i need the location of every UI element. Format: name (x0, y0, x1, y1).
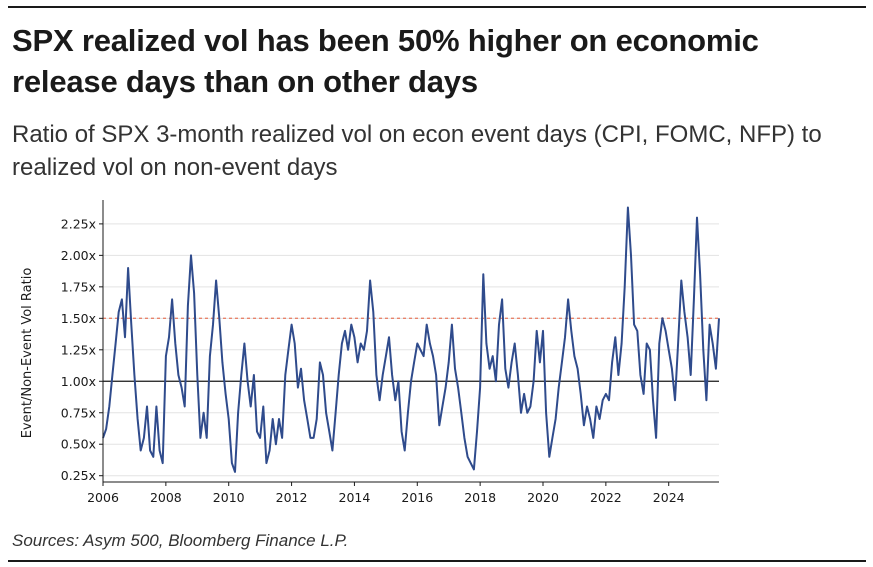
axes (99, 200, 719, 486)
line-chart: 0.25x 0.50x 0.75x 1.00x 1.25x 1.50x 1.75x 2.00x… (20, 200, 720, 505)
y-tick-label: 1.75x (61, 279, 96, 294)
x-tick-label: 2016 (401, 490, 433, 505)
x-tick-label: 2024 (653, 490, 685, 505)
x-tick-label: 2022 (590, 490, 622, 505)
top-rule (8, 6, 866, 8)
series-line-0 (102, 206, 720, 473)
y-tick-label: 0.75x (61, 405, 96, 420)
x-tick-label: 2012 (276, 490, 308, 505)
y-tick-label: 0.25x (61, 468, 96, 483)
y-tick-label: 2.00x (61, 248, 96, 263)
y-tick-label: 1.25x (61, 342, 96, 357)
y-tick-labels: 0.25x 0.50x 0.75x 1.00x 1.25x 1.50x 1.75x 2.00x… (61, 216, 96, 483)
y-tick-label: 2.25x (61, 216, 96, 231)
x-tick-labels: 2006 2008 2010 2012 2014 2016 2018 2020 2022 2024 (87, 490, 685, 505)
x-tick-label: 2010 (213, 490, 245, 505)
x-tick-label: 2014 (339, 490, 371, 505)
chart-subtitle: Ratio of SPX 3-month realized vol on eco… (12, 121, 822, 181)
y-tick-label: 0.50x (61, 437, 96, 452)
x-tick-label: 2006 (87, 490, 119, 505)
x-tick-label: 2020 (527, 490, 559, 505)
sources-note: Sources: Asym 500, Bloomberg Finance L.P… (12, 531, 349, 550)
y-axis-label: Event/Non-Event Vol Ratio (20, 268, 35, 439)
bottom-rule (8, 560, 866, 562)
y-tick-label: 1.00x (61, 374, 96, 389)
series-layer (102, 206, 720, 473)
chart-title: SPX realized vol has been 50% higher on … (12, 23, 759, 99)
x-tick-label: 2018 (464, 490, 496, 505)
y-tick-label: 1.50x (61, 311, 96, 326)
x-tick-label: 2008 (150, 490, 182, 505)
